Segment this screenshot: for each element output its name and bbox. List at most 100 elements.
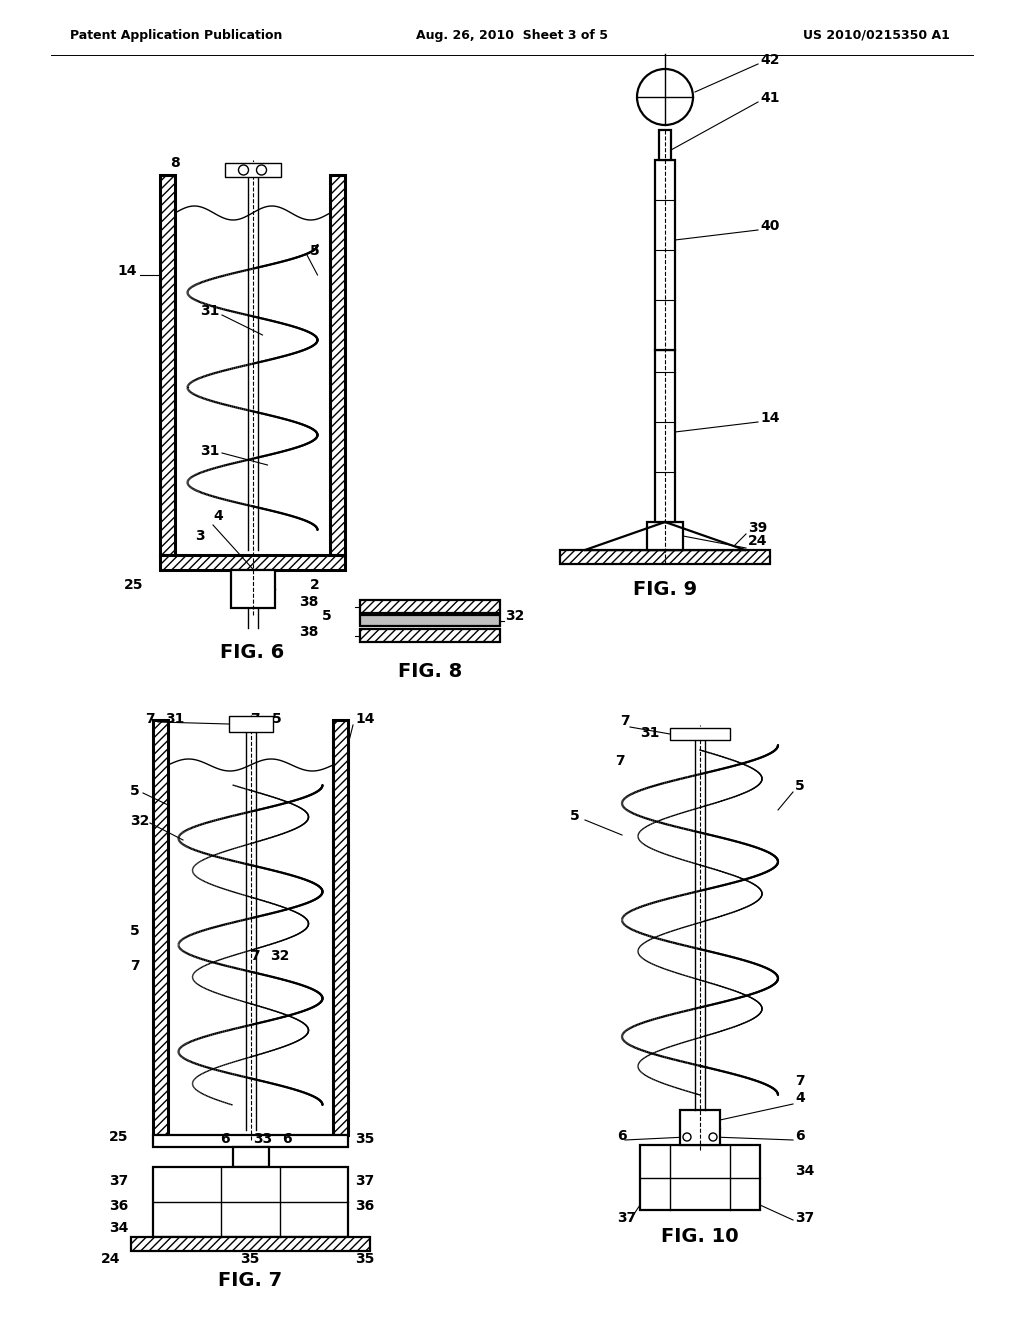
Text: 6: 6 bbox=[283, 1133, 292, 1146]
Circle shape bbox=[239, 165, 249, 176]
Bar bbox=[360, 630, 500, 642]
Bar bbox=[153, 1135, 348, 1147]
Text: 31: 31 bbox=[640, 726, 659, 741]
Bar bbox=[640, 1144, 760, 1210]
Bar bbox=[670, 729, 730, 741]
Text: 37: 37 bbox=[617, 1210, 636, 1225]
Text: 3: 3 bbox=[195, 529, 205, 543]
Text: 5: 5 bbox=[795, 779, 805, 793]
Text: 38: 38 bbox=[299, 595, 318, 610]
Circle shape bbox=[683, 1133, 691, 1140]
Bar bbox=[330, 176, 345, 554]
Circle shape bbox=[256, 165, 266, 176]
Bar bbox=[153, 719, 168, 1135]
Text: 2: 2 bbox=[310, 578, 319, 591]
Text: US 2010/0215350 A1: US 2010/0215350 A1 bbox=[803, 29, 950, 41]
Text: 34: 34 bbox=[795, 1164, 814, 1177]
Bar bbox=[160, 176, 175, 554]
Bar bbox=[153, 1167, 348, 1237]
Bar bbox=[560, 550, 770, 564]
Bar bbox=[560, 550, 770, 564]
Bar bbox=[168, 775, 333, 1135]
Text: 5: 5 bbox=[310, 244, 319, 257]
Bar bbox=[330, 176, 345, 554]
Text: FIG. 6: FIG. 6 bbox=[220, 643, 285, 663]
Text: 7: 7 bbox=[795, 1074, 805, 1088]
Bar bbox=[680, 1110, 720, 1144]
Circle shape bbox=[637, 69, 693, 125]
Text: 35: 35 bbox=[241, 1251, 260, 1266]
Text: 39: 39 bbox=[748, 521, 767, 535]
Text: 31: 31 bbox=[200, 304, 219, 318]
Bar bbox=[232, 1147, 268, 1167]
Bar bbox=[160, 554, 345, 570]
Text: 41: 41 bbox=[760, 91, 779, 106]
Text: 4: 4 bbox=[213, 510, 223, 523]
Text: 7: 7 bbox=[250, 949, 260, 964]
Text: 5: 5 bbox=[130, 924, 139, 939]
Text: 36: 36 bbox=[109, 1199, 128, 1213]
Text: FIG. 10: FIG. 10 bbox=[662, 1228, 738, 1246]
Bar bbox=[360, 630, 500, 642]
Text: FIG. 7: FIG. 7 bbox=[218, 1271, 283, 1290]
Text: 6: 6 bbox=[617, 1129, 627, 1143]
Text: 8: 8 bbox=[170, 156, 180, 170]
Text: 24: 24 bbox=[100, 1251, 120, 1266]
Text: 37: 37 bbox=[795, 1210, 814, 1225]
Bar bbox=[655, 160, 675, 350]
Text: 7: 7 bbox=[130, 960, 139, 973]
Bar bbox=[224, 162, 281, 177]
Text: 4: 4 bbox=[795, 1092, 805, 1105]
Text: Aug. 26, 2010  Sheet 3 of 5: Aug. 26, 2010 Sheet 3 of 5 bbox=[416, 29, 608, 41]
Text: 14: 14 bbox=[760, 411, 779, 425]
Text: 5: 5 bbox=[323, 610, 332, 623]
Text: 5: 5 bbox=[272, 711, 282, 726]
Text: 24: 24 bbox=[748, 535, 768, 548]
Text: 32: 32 bbox=[270, 949, 290, 964]
Text: 5: 5 bbox=[130, 784, 139, 799]
Text: 6: 6 bbox=[795, 1129, 805, 1143]
Text: 38: 38 bbox=[299, 624, 318, 639]
Bar bbox=[333, 719, 348, 1135]
Bar bbox=[131, 1237, 370, 1251]
Bar bbox=[333, 719, 348, 1135]
Text: FIG. 9: FIG. 9 bbox=[633, 579, 697, 599]
Text: 35: 35 bbox=[355, 1251, 375, 1266]
Text: 14: 14 bbox=[118, 264, 137, 279]
Bar bbox=[360, 601, 500, 612]
Text: 32: 32 bbox=[130, 814, 150, 828]
Bar bbox=[175, 224, 330, 554]
Text: 37: 37 bbox=[355, 1173, 374, 1188]
Bar bbox=[655, 350, 675, 521]
Text: 35: 35 bbox=[355, 1133, 375, 1146]
Text: 7: 7 bbox=[250, 711, 260, 726]
Bar bbox=[360, 615, 500, 626]
Bar bbox=[360, 601, 500, 612]
Bar bbox=[230, 570, 274, 609]
Bar bbox=[160, 554, 345, 570]
Text: Patent Application Publication: Patent Application Publication bbox=[70, 29, 283, 41]
Bar bbox=[153, 719, 168, 1135]
Text: 31: 31 bbox=[165, 711, 184, 726]
Text: 34: 34 bbox=[109, 1221, 128, 1236]
Bar bbox=[659, 129, 671, 160]
Text: 6: 6 bbox=[220, 1133, 230, 1146]
Bar bbox=[647, 521, 683, 550]
Text: 5: 5 bbox=[570, 809, 580, 822]
Bar bbox=[160, 176, 175, 554]
Text: 36: 36 bbox=[355, 1199, 374, 1213]
Text: 32: 32 bbox=[505, 610, 524, 623]
Text: 31: 31 bbox=[200, 444, 219, 458]
Bar bbox=[228, 715, 272, 733]
Text: 33: 33 bbox=[254, 1133, 272, 1146]
Text: 14: 14 bbox=[355, 711, 375, 726]
Text: 7: 7 bbox=[615, 754, 625, 768]
Text: 37: 37 bbox=[109, 1173, 128, 1188]
Bar bbox=[131, 1237, 370, 1251]
Text: 7: 7 bbox=[620, 714, 630, 729]
Text: 40: 40 bbox=[760, 219, 779, 234]
Text: 25: 25 bbox=[124, 578, 143, 591]
Text: 42: 42 bbox=[760, 53, 779, 67]
Text: 7: 7 bbox=[145, 711, 155, 726]
Text: FIG. 8: FIG. 8 bbox=[398, 663, 462, 681]
